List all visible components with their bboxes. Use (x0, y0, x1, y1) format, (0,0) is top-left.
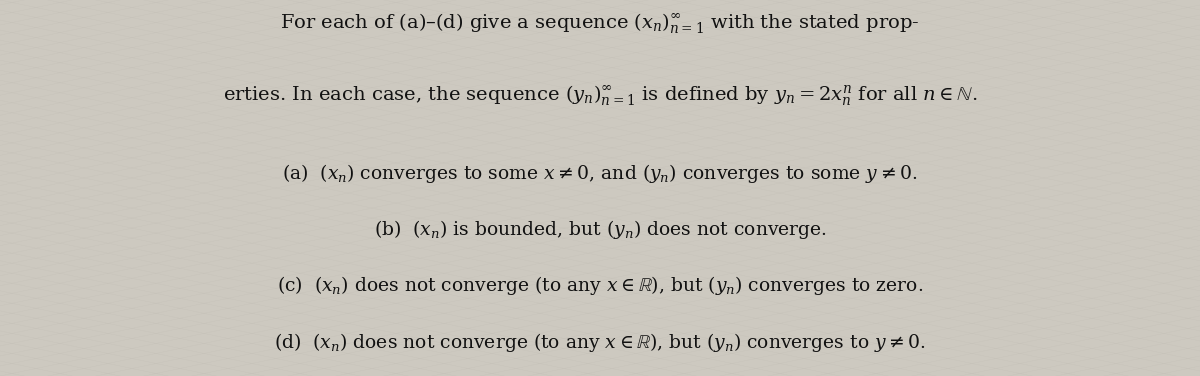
Text: For each of (a)–(d) give a sequence $(x_n)_{n=1}^{\infty}$ with the stated prop-: For each of (a)–(d) give a sequence $(x_… (281, 11, 919, 35)
Text: erties. In each case, the sequence $(y_n)_{n=1}^{\infty}$ is defined by $y_n = 2: erties. In each case, the sequence $(y_n… (223, 83, 977, 107)
Text: (c)  $(x_n)$ does not converge (to any $x \in \mathbb{R}$), but $(y_n)$ converge: (c) $(x_n)$ does not converge (to any $x… (277, 274, 923, 297)
Text: (a)  $(x_n)$ converges to some $x \neq 0$, and $(y_n)$ converges to some $y \neq: (a) $(x_n)$ converges to some $x \neq 0$… (282, 162, 918, 185)
Text: (b)  $(x_n)$ is bounded, but $(y_n)$ does not converge.: (b) $(x_n)$ is bounded, but $(y_n)$ does… (373, 218, 827, 241)
Text: (d)  $(x_n)$ does not converge (to any $x \in \mathbb{R}$), but $(y_n)$ converge: (d) $(x_n)$ does not converge (to any $x… (274, 331, 926, 354)
